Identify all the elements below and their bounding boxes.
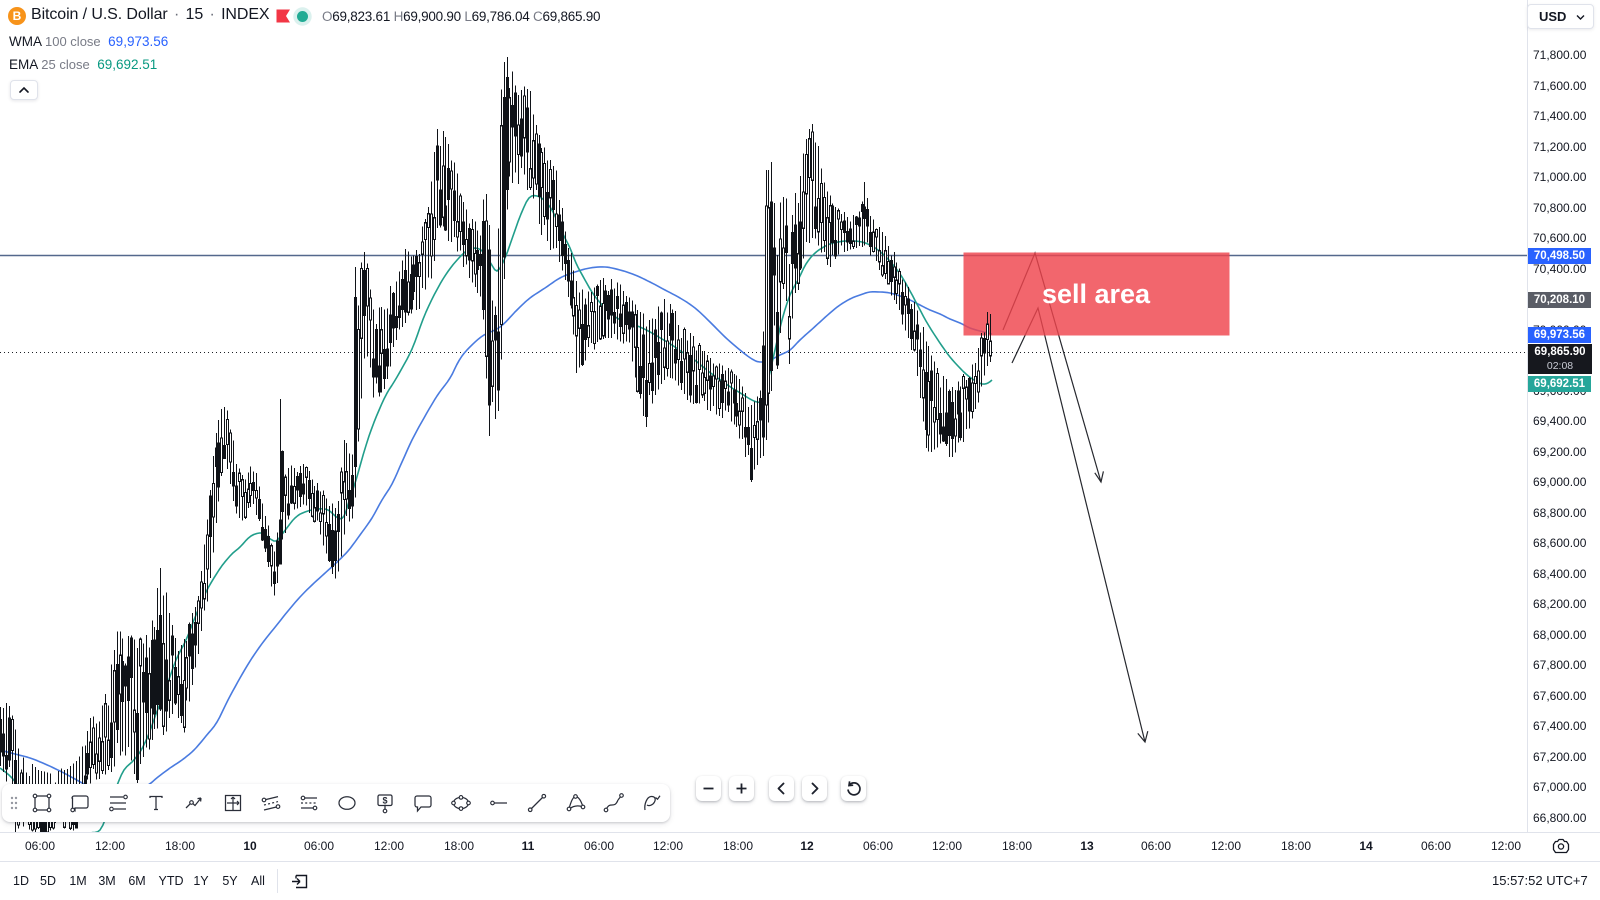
svg-text:sell area: sell area: [1042, 279, 1151, 309]
svg-text:$: $: [382, 796, 387, 806]
